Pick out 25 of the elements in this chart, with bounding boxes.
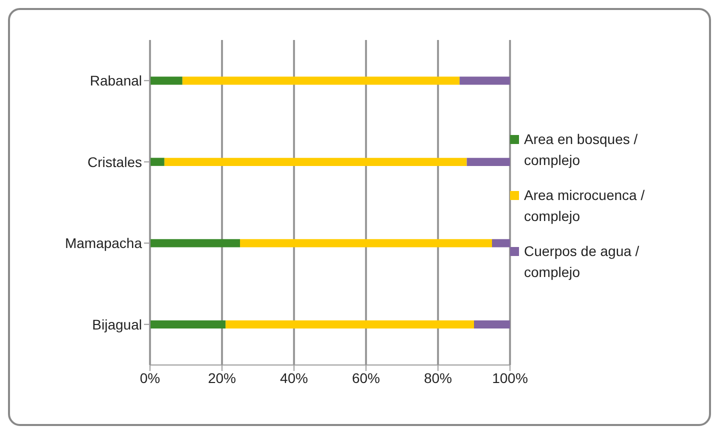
x-tick-label: 60% — [352, 370, 380, 386]
y-tick-label: Cristales — [88, 154, 142, 170]
x-tick-label: 0% — [140, 370, 160, 386]
bar — [150, 76, 182, 85]
x-tick-label: 40% — [280, 370, 308, 386]
legend-label: Area en bosques / complejo — [524, 130, 639, 170]
bar — [466, 158, 510, 166]
y-tick-label: Rabanal — [90, 72, 142, 89]
bar — [164, 158, 467, 166]
legend-label: Cuerpos de agua / complejo — [524, 242, 640, 282]
x-tick-label: 20% — [208, 370, 236, 386]
bar — [240, 239, 492, 248]
x-tick-label: 80% — [424, 370, 452, 386]
bar — [150, 320, 226, 328]
bar — [460, 76, 510, 85]
bar — [150, 158, 164, 166]
x-tick-label: 100% — [492, 370, 528, 386]
bar — [474, 320, 510, 328]
bar — [226, 320, 474, 328]
y-tick-label: Bijagual — [92, 316, 142, 332]
bar — [150, 239, 240, 248]
legend-label: Area microcuenca / complejo — [524, 186, 646, 226]
bar — [182, 76, 460, 85]
bar — [492, 239, 510, 248]
y-tick-label: Mamapacha — [64, 235, 142, 252]
